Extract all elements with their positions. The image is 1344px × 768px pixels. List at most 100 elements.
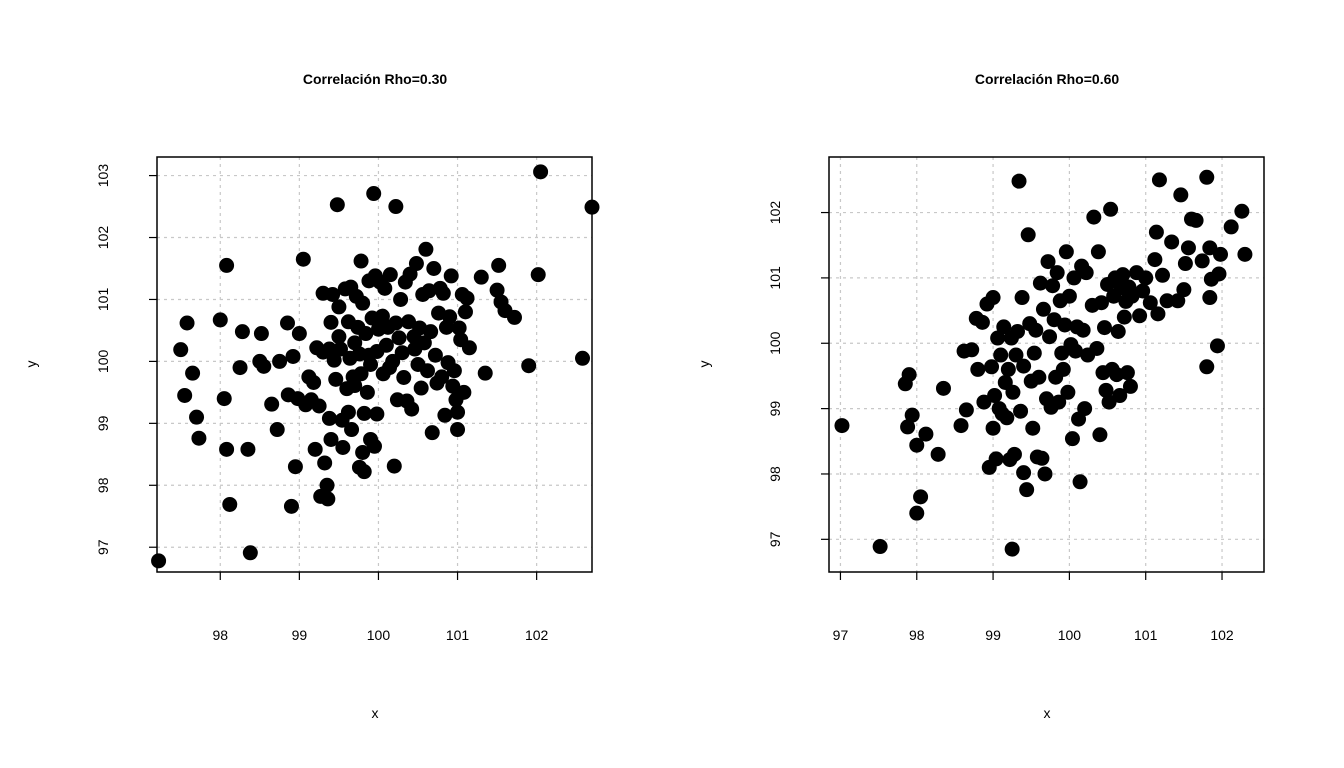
points bbox=[151, 164, 600, 569]
data-point bbox=[999, 410, 1015, 426]
data-point bbox=[459, 290, 475, 306]
data-point bbox=[491, 257, 507, 273]
data-point bbox=[1016, 358, 1032, 374]
data-point bbox=[295, 251, 311, 267]
data-point bbox=[990, 330, 1006, 346]
data-point bbox=[326, 352, 342, 368]
data-point bbox=[1045, 278, 1061, 294]
data-point bbox=[1138, 270, 1154, 286]
data-point bbox=[185, 365, 201, 381]
data-point bbox=[394, 345, 410, 361]
data-point bbox=[1042, 329, 1058, 345]
data-point bbox=[1151, 172, 1167, 188]
data-point bbox=[331, 329, 347, 345]
data-point bbox=[179, 315, 195, 331]
x-tick-label: 98 bbox=[909, 627, 925, 643]
data-point bbox=[419, 363, 435, 379]
data-point bbox=[366, 186, 382, 202]
data-point bbox=[320, 491, 336, 507]
data-point bbox=[1037, 466, 1053, 482]
data-point bbox=[264, 396, 280, 412]
y-tick-label: 102 bbox=[767, 201, 783, 225]
data-point bbox=[1020, 227, 1036, 243]
x-tick-label: 99 bbox=[985, 627, 1001, 643]
data-point bbox=[1097, 320, 1112, 336]
data-point bbox=[435, 285, 451, 301]
data-point bbox=[477, 365, 493, 381]
data-point bbox=[317, 455, 333, 471]
data-point bbox=[1148, 224, 1164, 240]
data-point bbox=[287, 459, 303, 475]
data-point bbox=[1147, 252, 1163, 268]
data-point bbox=[1155, 267, 1170, 283]
y-tick-label: 100 bbox=[95, 350, 111, 374]
data-point bbox=[904, 407, 920, 423]
x-tick-label: 100 bbox=[1058, 627, 1082, 643]
data-point bbox=[1092, 427, 1108, 443]
data-point bbox=[1068, 343, 1083, 359]
data-point bbox=[456, 384, 472, 400]
data-point bbox=[416, 335, 432, 351]
data-point bbox=[1090, 244, 1106, 260]
data-point bbox=[974, 314, 990, 330]
data-point bbox=[575, 350, 591, 366]
data-point bbox=[913, 489, 929, 505]
chart-title: Correlación Rho=0.30 bbox=[303, 71, 448, 87]
data-point bbox=[367, 438, 382, 454]
data-point bbox=[232, 360, 248, 376]
y-tick-label: 97 bbox=[95, 539, 111, 555]
data-point bbox=[1032, 275, 1048, 291]
x-axis: 98 99 100 101 102 bbox=[212, 572, 549, 643]
data-point bbox=[378, 337, 394, 353]
data-point bbox=[958, 402, 974, 418]
data-point bbox=[272, 353, 288, 369]
scatter-panel-rho-030: Correlación Rho=0.30 x y 98 99 100 101 102 9… bbox=[23, 71, 600, 721]
data-point bbox=[173, 342, 189, 358]
data-point bbox=[1237, 246, 1253, 262]
data-point bbox=[356, 464, 372, 480]
data-point bbox=[1040, 254, 1056, 270]
y-tick-label: 100 bbox=[767, 331, 783, 355]
data-point bbox=[222, 496, 238, 512]
data-point bbox=[319, 477, 335, 493]
data-point bbox=[1173, 187, 1189, 203]
data-point bbox=[437, 407, 453, 423]
data-point bbox=[1159, 293, 1175, 309]
data-point bbox=[306, 374, 322, 390]
plot-frame bbox=[828, 156, 1265, 573]
data-point bbox=[1234, 203, 1250, 219]
data-point bbox=[219, 441, 235, 457]
data-point bbox=[1176, 282, 1192, 298]
data-point bbox=[1055, 361, 1071, 377]
x-tick-label: 99 bbox=[292, 627, 308, 643]
data-point bbox=[434, 369, 450, 385]
data-point bbox=[404, 401, 420, 417]
data-point bbox=[253, 326, 269, 342]
data-point bbox=[1011, 173, 1027, 189]
data-point bbox=[1016, 465, 1032, 481]
data-point bbox=[1209, 338, 1225, 354]
data-point bbox=[177, 387, 193, 403]
data-point bbox=[355, 444, 371, 460]
plot-frame bbox=[156, 156, 593, 573]
data-point bbox=[283, 498, 299, 514]
x-tick-label: 102 bbox=[525, 627, 549, 643]
data-point bbox=[396, 370, 412, 386]
data-point bbox=[1066, 270, 1082, 286]
data-point bbox=[323, 431, 339, 447]
data-point bbox=[386, 458, 402, 474]
data-point bbox=[1049, 265, 1065, 281]
data-point bbox=[1051, 394, 1067, 410]
x-tick-label: 100 bbox=[367, 627, 391, 643]
data-point bbox=[369, 406, 385, 422]
data-point bbox=[1132, 308, 1148, 324]
data-point bbox=[311, 398, 327, 414]
data-point bbox=[872, 539, 888, 555]
data-point bbox=[901, 367, 917, 383]
data-point bbox=[457, 304, 473, 320]
data-point bbox=[1135, 283, 1151, 299]
x-axis-label: x bbox=[1044, 705, 1051, 721]
data-point bbox=[1116, 309, 1132, 325]
data-point bbox=[423, 324, 439, 340]
y-tick-label: 103 bbox=[95, 164, 111, 188]
